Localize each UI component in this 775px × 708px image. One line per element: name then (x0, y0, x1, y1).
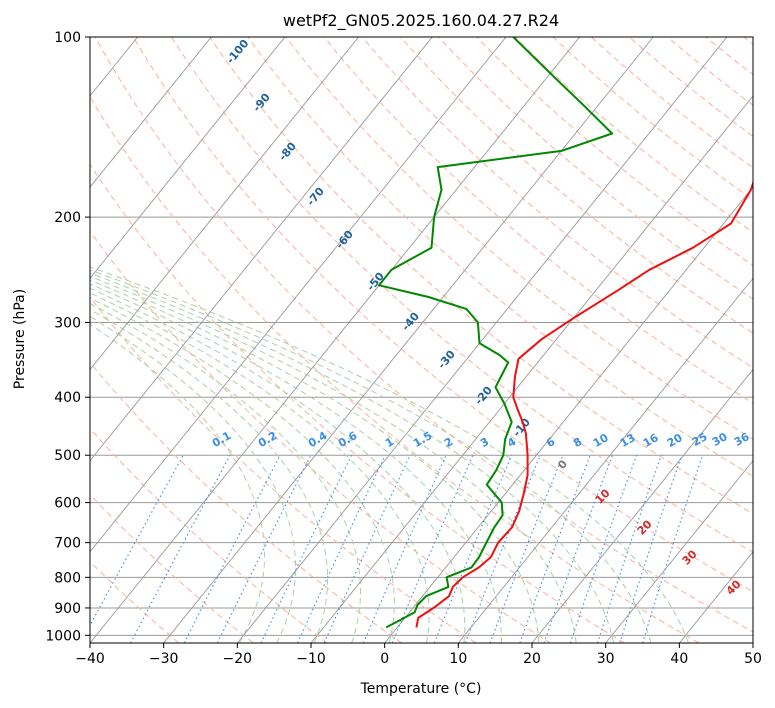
x-tick-label: −20 (223, 651, 253, 667)
isotherm (236, 37, 728, 643)
x-tick-label: 50 (744, 651, 762, 667)
dry-adiabat (90, 296, 477, 643)
dry-adiabat (90, 427, 328, 643)
moist-adiabat (90, 275, 577, 643)
mixing-ratio-line (596, 455, 662, 643)
y-tick-label: 900 (54, 601, 81, 617)
y-tick-label: 500 (54, 448, 81, 464)
mixing-ratio-line (362, 454, 447, 643)
x-tick-label: 40 (670, 651, 688, 667)
dry-adiabat (90, 95, 700, 643)
background-lines (90, 37, 753, 643)
dry-adiabat (90, 163, 625, 643)
mixing-ratio-line (391, 454, 474, 643)
x-tick-label: 30 (597, 651, 615, 667)
moist-adiabat (90, 292, 430, 643)
mixing-ratio-line (569, 455, 638, 643)
moist-adiabat (90, 297, 395, 643)
y-tick-label: 600 (54, 496, 81, 512)
isotherm (90, 37, 433, 462)
dry-adiabat (399, 37, 753, 334)
dry-adiabat (361, 37, 753, 369)
x-tick-label: −30 (149, 651, 179, 667)
isotherm (90, 37, 212, 188)
mixing-ratio-line (519, 455, 591, 643)
plot-background (90, 37, 753, 643)
isotherm (605, 459, 753, 643)
y-tick-label: 1000 (45, 628, 81, 644)
isotherm (90, 37, 507, 553)
isotherm (531, 368, 753, 643)
mixing-ratio-line (260, 454, 352, 643)
mixing-ratio-line (543, 455, 613, 643)
moist-adiabat (90, 302, 361, 643)
y-tick-label: 400 (54, 390, 81, 406)
chart-title: wetPf2_GN05.2025.160.04.27.R24 (283, 11, 559, 31)
axis-ticks: −40 −30 −20 −10 0 10 20 30 40 50 100 200 300 400 500 60… (45, 30, 762, 667)
profiles (378, 37, 753, 629)
isotherm (163, 37, 654, 643)
moist-adiabat (90, 287, 466, 643)
x-axis-label: Temperature (°C) (360, 681, 482, 697)
y-tick-label: 200 (54, 210, 81, 226)
isotherm (90, 37, 359, 371)
moist-adiabat (90, 283, 502, 643)
isotherm (384, 186, 753, 643)
dry-adiabat (323, 37, 753, 404)
dewpoint-line (378, 37, 614, 629)
isotherm (310, 95, 753, 643)
mixing-ratio-line (216, 454, 312, 643)
y-tick-label: 700 (54, 536, 81, 552)
moist-adiabat (90, 315, 297, 643)
moist-adiabat (90, 323, 266, 643)
isotherm (90, 37, 580, 643)
moist-adiabat (90, 266, 689, 643)
x-tick-label: 20 (523, 651, 541, 667)
moist-adiabat (90, 308, 329, 643)
x-tick-label: −10 (296, 651, 326, 667)
dry-adiabat (438, 37, 753, 300)
x-tick-label: 0 (380, 651, 389, 667)
dry-adiabat (90, 361, 403, 643)
plot-area (90, 37, 753, 643)
mixing-ratio-line (619, 455, 683, 643)
y-tick-label: 100 (54, 30, 81, 46)
pressure-gridlines (90, 37, 753, 636)
mixing-ratio-line (183, 454, 281, 643)
isotherm (90, 37, 286, 280)
x-tick-label: −40 (75, 651, 105, 667)
y-axis-label: Pressure (hPa) (12, 289, 28, 389)
x-tick-label: 10 (449, 651, 467, 667)
y-tick-label: 800 (54, 570, 81, 586)
y-tick-label: 300 (54, 315, 81, 331)
moist-adiabat (90, 272, 615, 643)
dry-adiabat (90, 560, 180, 643)
plot-frame (89, 36, 754, 644)
isotherm (457, 277, 753, 643)
temperature-line (415, 180, 753, 628)
